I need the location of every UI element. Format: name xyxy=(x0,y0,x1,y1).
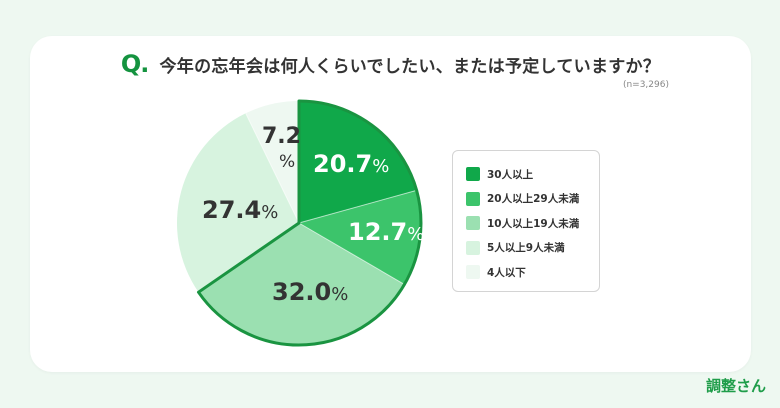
legend-swatch xyxy=(466,191,480,206)
highlight-outline xyxy=(197,99,423,347)
legend-swatch xyxy=(466,240,480,255)
chart-card: Q. 今年の忘年会は何人くらいでしたい、または予定していますか？ (n=3,29… xyxy=(30,36,751,372)
legend-label: 20人以上29人未満 xyxy=(487,193,580,206)
pie-slice-10-to-19 xyxy=(198,223,405,346)
legend-swatch xyxy=(466,167,480,182)
pie-slice-30-plus xyxy=(299,100,417,223)
slice-label-30-plus: 20.7% xyxy=(313,150,389,178)
pie-chart: 20.7% 12.7% 32.0% 27.4% 7.2 % xyxy=(177,99,424,347)
slice-label-4-or-less-pct: % xyxy=(279,152,295,172)
question-mark-icon: Q. xyxy=(120,50,150,78)
legend-swatch xyxy=(466,216,480,231)
pie-slice-4-or-less xyxy=(245,101,299,223)
chart-legend: 30人以上 20人以上29人未満 10人以上19人未満 5人以上9人未満 4人以… xyxy=(452,150,600,292)
legend-item: 30人以上 xyxy=(466,162,599,187)
slice-label-5-to-9: 27.4% xyxy=(202,196,278,224)
legend-item: 5人以上9人未満 xyxy=(466,236,599,261)
brand-logo: 調整さん xyxy=(705,377,766,395)
legend-item: 10人以上19人未満 xyxy=(466,211,599,236)
legend-label: 4人以下 xyxy=(487,266,526,279)
slice-label-20-to-29: 12.7% xyxy=(348,218,424,246)
sample-size: (n=3,296) xyxy=(622,80,669,90)
legend-label: 10人以上19人未満 xyxy=(487,217,580,230)
chart-title: Q. 今年の忘年会は何人くらいでしたい、または予定していますか？ xyxy=(30,50,751,78)
legend-label: 5人以上9人未満 xyxy=(487,242,565,255)
pie-slice-20-to-29 xyxy=(299,190,422,285)
slice-label-4-or-less: 7.2 xyxy=(262,124,301,149)
question-text: 今年の忘年会は何人くらいでしたい、または予定していますか？ xyxy=(159,56,661,77)
legend-label: 30人以上 xyxy=(487,168,534,181)
slice-label-10-to-19: 32.0% xyxy=(272,278,348,306)
legend-swatch xyxy=(466,265,480,280)
legend-item: 20人以上29人未満 xyxy=(466,187,599,212)
legend-item: 4人以下 xyxy=(466,260,599,285)
pie-slice-5-to-9 xyxy=(177,113,299,293)
